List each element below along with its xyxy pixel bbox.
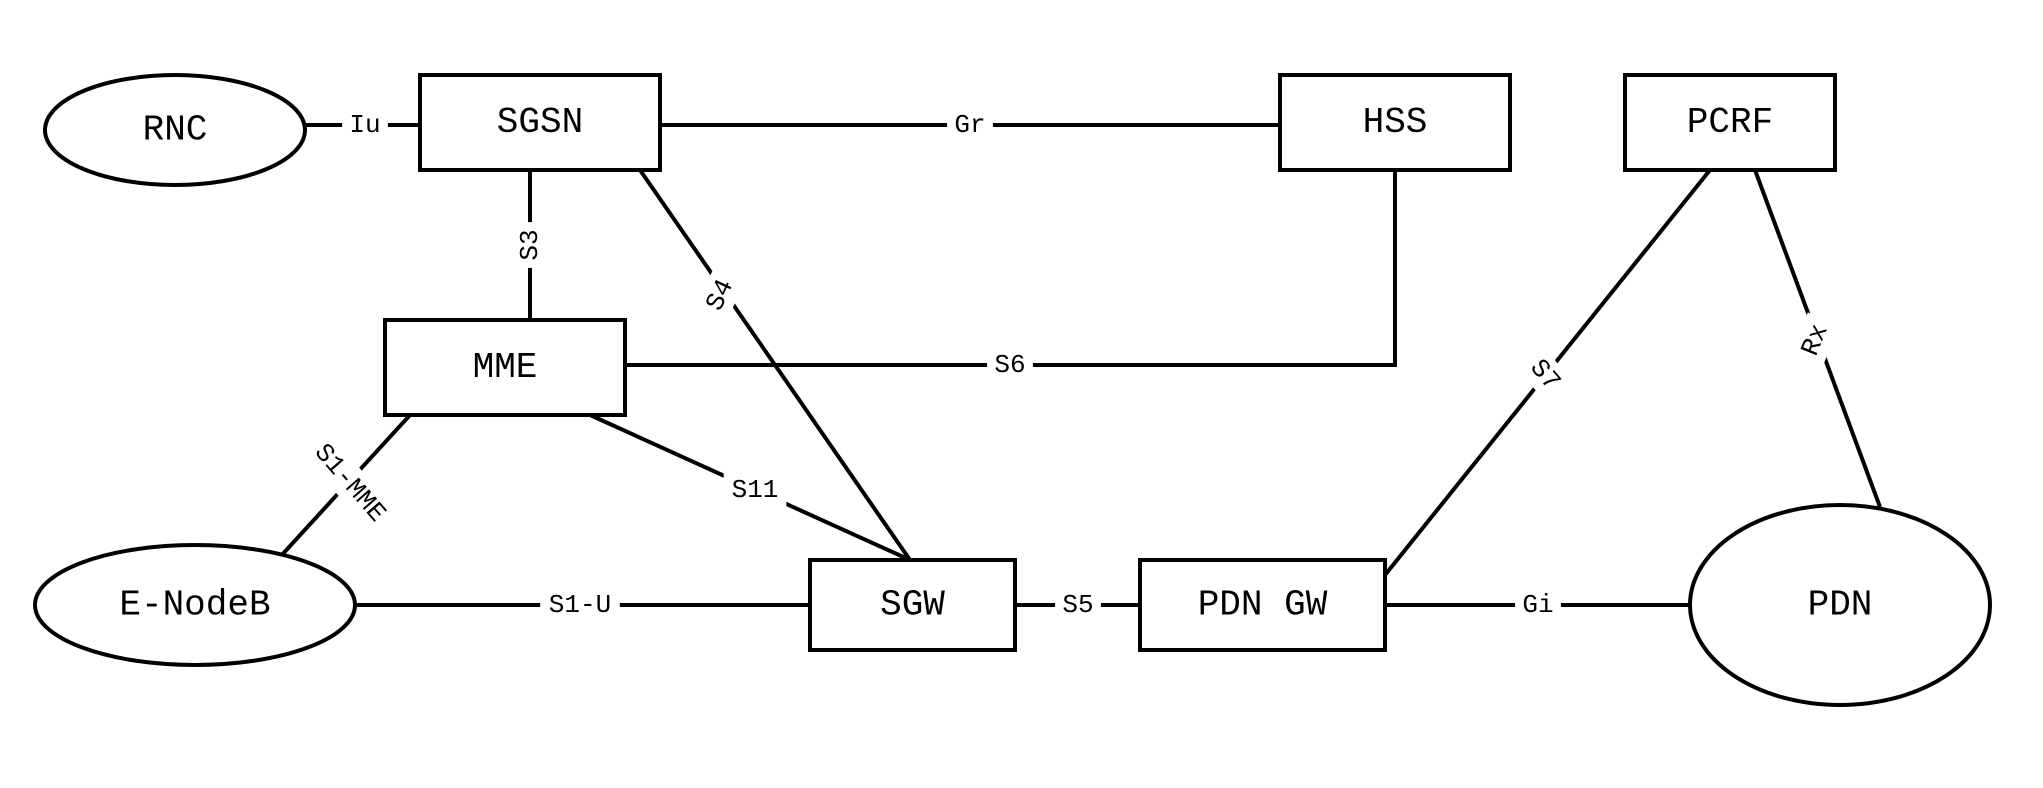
edge-label-gr: Gr <box>954 110 985 140</box>
edge-label-s3: S3 <box>515 229 545 260</box>
edge-label-s1u: S1-U <box>549 590 611 620</box>
node-label-pdngw: PDN GW <box>1198 585 1328 626</box>
edge-label-s6: S6 <box>994 350 1025 380</box>
edge-label-gi: Gi <box>1522 590 1553 620</box>
node-label-enodeb: E-NodeB <box>119 585 270 626</box>
edge-label-s11: S11 <box>732 475 779 505</box>
node-label-sgw: SGW <box>880 585 945 626</box>
node-label-mme: MME <box>473 347 538 388</box>
node-label-hss: HSS <box>1363 102 1428 143</box>
node-label-pdn: PDN <box>1808 585 1873 626</box>
node-label-sgsn: SGSN <box>497 102 583 143</box>
edge-s6 <box>625 170 1395 365</box>
node-label-pcrf: PCRF <box>1687 102 1773 143</box>
node-label-rnc: RNC <box>143 110 208 151</box>
network-diagram: RNC SGSN HSS PCRF MME E-NodeB SGW PDN GW PDN Iu G… <box>0 0 2043 788</box>
edge-label-iu: Iu <box>349 110 380 140</box>
edge-label-s5: S5 <box>1062 590 1093 620</box>
